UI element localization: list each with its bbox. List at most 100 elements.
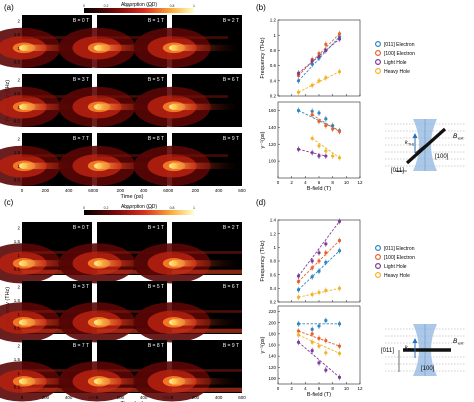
data-point <box>310 136 314 140</box>
ytick-label: 100 <box>268 159 276 164</box>
heatmap-band-upper <box>97 36 153 39</box>
colorbar-tick: 0 <box>83 4 85 8</box>
data-point <box>317 259 321 263</box>
direction-label: [011] <box>381 348 394 354</box>
panel-c-letter: (c) <box>4 198 14 207</box>
heatmap-band-mid <box>172 310 242 313</box>
heatmap-xtick: 200 <box>117 188 125 193</box>
data-point <box>296 329 301 333</box>
legend-entry: [011] Electron <box>384 246 415 252</box>
data-point <box>324 338 328 343</box>
b-field-subscript: ext <box>458 136 464 141</box>
heatmap-cell: B = 6 T <box>133 74 242 127</box>
data-point <box>310 83 314 87</box>
fit-line <box>298 341 340 378</box>
b-field-label: B = 9 T <box>223 136 239 142</box>
heatmap-band-mid <box>22 310 92 313</box>
k-arrow <box>414 144 426 154</box>
heatmap-band-mid <box>22 251 92 254</box>
data-point <box>324 76 328 80</box>
b-field-label: B = 9 T <box>223 343 239 349</box>
heatmap-streak <box>97 103 167 111</box>
fit-line <box>298 38 340 74</box>
heatmap-streak <box>22 319 92 326</box>
ytick-label: 0.8 <box>270 259 277 264</box>
b-field-label: B = 3 T <box>73 284 89 290</box>
ytick-label: 220 <box>268 309 276 314</box>
heatmap-ytick: 1.5 <box>14 32 21 37</box>
heatmap-xtick: 400 <box>215 188 223 193</box>
heatmap-ytick: 0.5 <box>14 326 21 331</box>
data-point <box>296 71 301 75</box>
heatmap-band-upper <box>22 36 78 39</box>
heatmap-cell: B = 0 T 2 1.5 1 0.5 <box>0 15 92 68</box>
heatmap-xtick: 200 <box>192 395 200 400</box>
heatmap-streak <box>22 162 92 170</box>
legend-entry: Light Hole <box>384 60 407 66</box>
heatmap-streak <box>172 319 242 326</box>
data-point <box>296 108 301 113</box>
xtick-label: 0 <box>277 386 280 391</box>
k-subscript: THz <box>408 143 415 147</box>
b-field-label: B = 1 T <box>148 225 164 231</box>
heatmap-band-upper <box>22 95 78 98</box>
xtick-label: 2 <box>290 180 293 185</box>
data-point <box>296 147 301 151</box>
ytick-label: 140 <box>268 354 276 359</box>
data-point <box>310 62 314 66</box>
legend-marker <box>375 67 382 74</box>
b-field-label: B = 0 T <box>73 225 89 231</box>
heatmap-streak <box>97 260 167 267</box>
data-point <box>310 59 314 63</box>
heatmap-streak <box>172 260 242 267</box>
legend-d: [011] Electron [100] Electron Light Hole He… <box>375 245 415 279</box>
data-point <box>337 249 342 253</box>
b-field-symbol: B <box>453 338 458 345</box>
heatmap-ytick: 1 <box>17 164 20 169</box>
plot-d-frequency: 1.4 1.2 1 0.8 0.6 0.4 0.2 Frequency (THz) <box>260 218 361 305</box>
colorbar-tick: 0.4 <box>126 4 131 8</box>
sample-edge <box>405 127 447 165</box>
heatmap-ytick: 0.5 <box>14 178 21 183</box>
heatmap-ytick: 2 <box>17 344 20 349</box>
heatmap-ytick: 1.5 <box>14 150 21 155</box>
colorbar-label-bottom: Absorption (OD) <box>121 204 157 210</box>
heatmap-streak <box>172 103 242 111</box>
data-point <box>324 154 328 158</box>
data-point <box>296 340 301 344</box>
data-point <box>310 151 314 155</box>
data-point <box>324 124 328 128</box>
fit-line <box>298 71 340 93</box>
heatmap-xtick: 400 <box>65 188 73 193</box>
colorbar-tick: 0.6 <box>148 206 153 210</box>
heatmap-ytick: 2 <box>17 19 20 24</box>
heatmap-cell: B = 1 T <box>58 15 167 68</box>
heatmap-band-upper <box>97 154 153 157</box>
heatmap-streak <box>22 44 92 52</box>
panel-a-letter: (a) <box>4 3 14 12</box>
data-point <box>317 144 321 148</box>
legend-marker <box>375 263 382 270</box>
ytick-label: 0.4 <box>270 78 277 83</box>
data-point <box>337 344 342 348</box>
ytick-label: 1.2 <box>270 231 277 236</box>
heatmap-grid-c: Frequency (THz)B = 0 T21.510.5B = 1 TB =… <box>0 222 246 402</box>
heatmap-cell: B = 5 T <box>58 74 167 127</box>
heatmap-band-upper <box>22 154 78 157</box>
xtick-label: 10 <box>344 386 350 391</box>
legend-marker <box>375 40 382 47</box>
legend-entry: [100] Electron <box>384 51 415 57</box>
data-point <box>296 279 301 284</box>
heatmap-xtick: 0 <box>96 395 99 400</box>
heatmap-xtick: 600 <box>88 188 96 193</box>
xtick-label: 6 <box>318 180 321 185</box>
data-point <box>317 361 321 365</box>
data-point <box>317 51 321 56</box>
data-point <box>337 286 342 290</box>
heatmap-xlabel: Time (ps) <box>120 194 143 200</box>
data-point <box>324 368 328 372</box>
x-axis-label: B-field (T) <box>307 186 331 192</box>
heatmap-cell: B = 6 T <box>133 281 242 343</box>
legend-entry: Light Hole <box>384 264 407 270</box>
legend-marker <box>375 272 382 279</box>
